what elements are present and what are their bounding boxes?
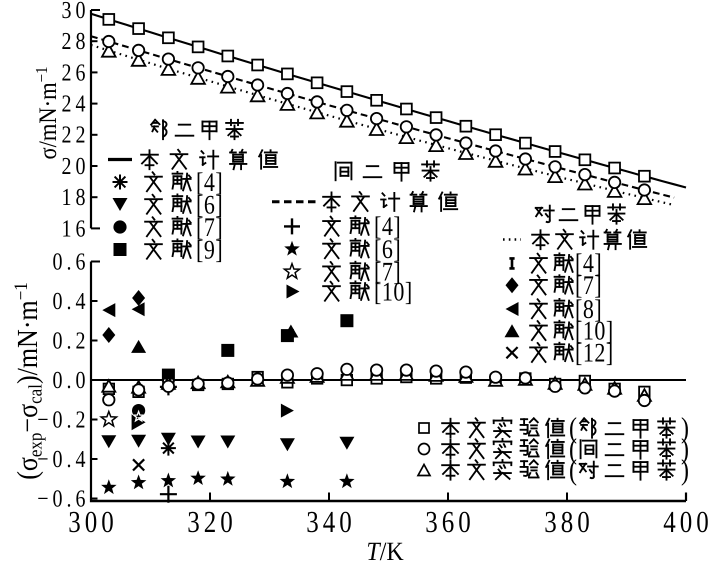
svg-text:22: 22 xyxy=(62,122,90,149)
svg-text:T/K: T/K xyxy=(366,538,404,565)
svg-text:380: 380 xyxy=(544,506,594,539)
svg-text:300: 300 xyxy=(68,506,118,539)
svg-text:[10]: [10] xyxy=(374,276,413,307)
svg-text:18: 18 xyxy=(62,184,90,211)
svg-text:28: 28 xyxy=(62,28,90,55)
svg-text:24: 24 xyxy=(62,91,90,118)
svg-text:20: 20 xyxy=(62,153,90,180)
svg-text:(: ( xyxy=(569,413,577,445)
svg-text:): ) xyxy=(681,413,689,445)
svg-text:[6]: [6] xyxy=(196,189,223,220)
svg-text:[7]: [7] xyxy=(374,256,401,287)
svg-text:0.6: 0.6 xyxy=(53,249,90,276)
svg-text:[6]: [6] xyxy=(374,233,401,264)
svg-text:[10]: [10] xyxy=(575,315,614,346)
svg-text:−0.4: −0.4 xyxy=(37,446,89,473)
svg-text:−0.2: −0.2 xyxy=(37,407,89,434)
svg-text:[7]: [7] xyxy=(575,270,602,301)
svg-text:(: ( xyxy=(569,434,577,466)
svg-text:360: 360 xyxy=(425,506,475,539)
svg-text:30: 30 xyxy=(62,0,90,24)
svg-text:): ) xyxy=(681,455,689,487)
svg-text:−0.6: −0.6 xyxy=(37,486,89,513)
svg-text:[4]: [4] xyxy=(374,211,401,242)
svg-text:0.4: 0.4 xyxy=(53,288,90,315)
svg-text:0.2: 0.2 xyxy=(53,328,90,355)
svg-text:26: 26 xyxy=(62,60,90,87)
svg-text:[4]: [4] xyxy=(575,248,602,279)
svg-text:400: 400 xyxy=(663,506,713,539)
svg-text:0.0: 0.0 xyxy=(53,367,90,394)
svg-text:[12]: [12] xyxy=(575,337,614,368)
svg-text:σ/mN·m−1: σ/mN·m−1 xyxy=(33,66,61,159)
svg-text:340: 340 xyxy=(306,506,356,539)
svg-text:): ) xyxy=(681,434,689,466)
svg-text:[7]: [7] xyxy=(196,211,223,242)
svg-text:[9]: [9] xyxy=(196,234,223,265)
svg-text:[4]: [4] xyxy=(196,166,223,197)
svg-text:16: 16 xyxy=(62,216,90,243)
svg-text:[8]: [8] xyxy=(575,293,602,324)
svg-text:(: ( xyxy=(569,455,577,487)
svg-text:320: 320 xyxy=(187,506,237,539)
